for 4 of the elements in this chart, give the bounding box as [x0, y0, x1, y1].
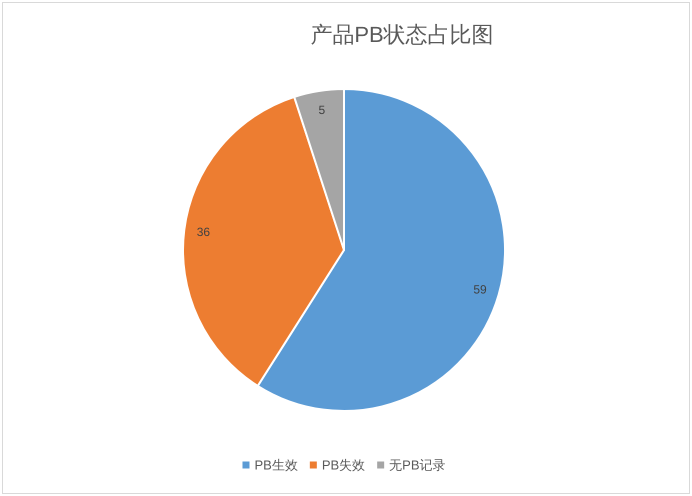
title: 产品PB状态占比图 [310, 22, 494, 47]
legend-label: 无PB记录 [389, 458, 446, 472]
legend-label: PB失效 [322, 458, 366, 472]
legend-label: PB生效 [254, 458, 298, 472]
